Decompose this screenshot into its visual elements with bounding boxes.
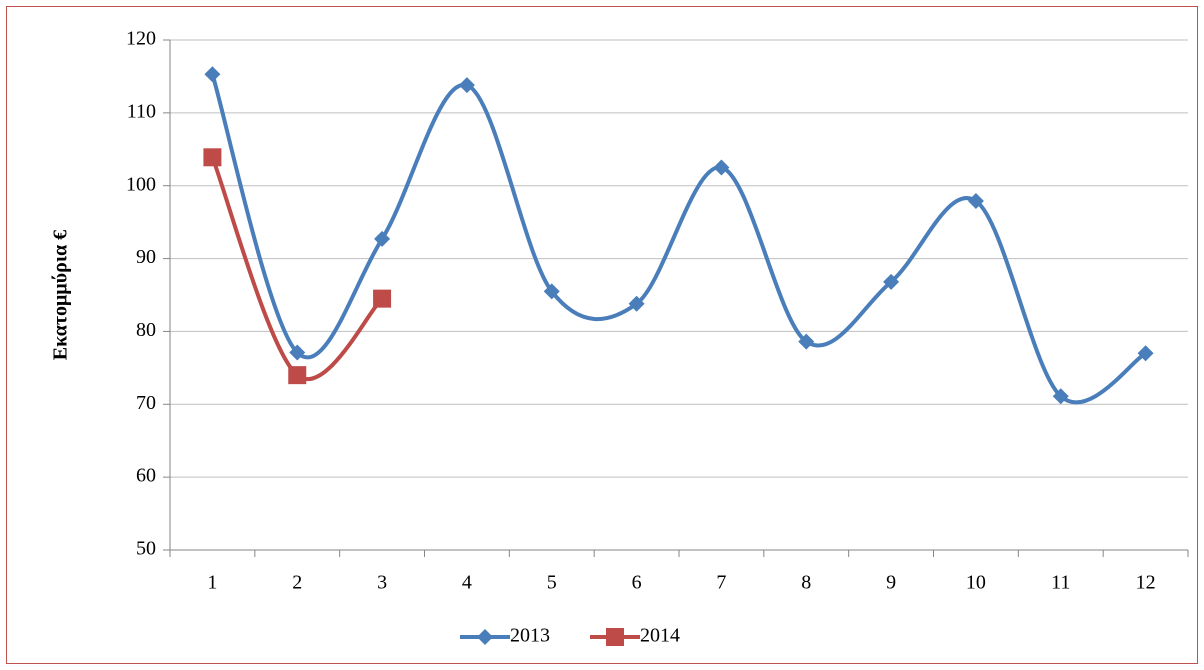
x-tick-label: 9 <box>886 572 896 594</box>
legend-label: 2013 <box>510 625 550 647</box>
data-point <box>204 66 221 83</box>
x-tick-label: 2 <box>292 572 302 594</box>
x-tick-label: 1 <box>207 572 217 594</box>
x-tick-label: 3 <box>377 572 387 594</box>
x-tick-label: 12 <box>1136 572 1156 594</box>
y-tick-label: 70 <box>136 392 156 414</box>
y-tick-label: 60 <box>136 465 156 487</box>
x-tick-label: 8 <box>801 572 811 594</box>
legend-marker <box>477 629 493 645</box>
data-point <box>289 344 306 361</box>
data-point <box>374 230 391 247</box>
y-tick-label: 100 <box>126 173 156 195</box>
x-tick-label: 11 <box>1051 572 1070 594</box>
data-point <box>713 159 730 176</box>
y-tick-label: 50 <box>136 538 156 560</box>
y-tick-label: 80 <box>136 319 156 341</box>
y-tick-label: 120 <box>126 28 156 50</box>
y-tick-label: 90 <box>136 246 156 268</box>
x-tick-label: 5 <box>547 572 557 594</box>
data-point <box>883 273 900 290</box>
data-point <box>798 333 815 350</box>
data-point <box>373 289 392 308</box>
data-point <box>288 366 307 385</box>
legend-marker <box>606 628 624 646</box>
x-tick-label: 4 <box>462 572 472 594</box>
x-tick-label: 7 <box>716 572 726 594</box>
legend-label: 2014 <box>640 625 680 647</box>
data-point <box>1052 388 1069 405</box>
data-point <box>543 283 560 300</box>
y-tick-label: 110 <box>127 100 156 122</box>
data-point <box>1137 345 1154 362</box>
data-point <box>628 295 645 312</box>
data-point <box>458 77 475 94</box>
chart-border <box>6 6 1198 664</box>
series-line <box>210 73 1147 405</box>
y-axis-title: Εκατομμύρια € <box>50 230 72 360</box>
x-tick-label: 6 <box>632 572 642 594</box>
data-point <box>203 148 222 167</box>
data-point <box>967 193 984 210</box>
x-tick-label: 10 <box>966 572 986 594</box>
